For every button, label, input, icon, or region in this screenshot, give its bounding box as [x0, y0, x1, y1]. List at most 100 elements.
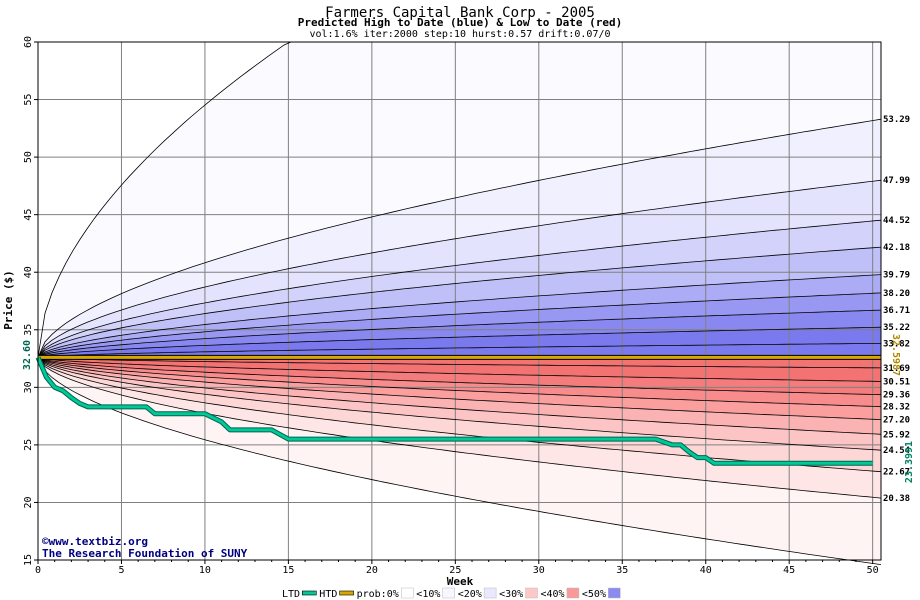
low-band-fill [38, 357, 881, 382]
low-band-fill [38, 357, 881, 368]
band-end-label: 27.20 [883, 416, 910, 426]
y-axis-label: Price ($) [2, 270, 15, 330]
high-band-fill [38, 247, 881, 358]
band-end-label: 39.79 [883, 271, 910, 281]
y-tick-label: 30 [23, 381, 34, 393]
high-band-fill [38, 310, 881, 358]
low-band-fill [38, 357, 881, 451]
start-price-label: 32.60 [22, 340, 33, 370]
legend-color-swatch [566, 587, 580, 599]
series [35, 354, 881, 466]
high-band-fill [38, 42, 881, 358]
high-band-fill [38, 119, 881, 358]
y-tick-label: 45 [23, 209, 34, 221]
legend-label: <40% [541, 589, 565, 600]
high-band-fill [38, 327, 881, 358]
band-end-label: 31.69 [883, 364, 910, 374]
legend-label: <10% [416, 589, 440, 600]
legend-label: <30% [499, 589, 523, 600]
x-axis-label: Week [447, 575, 474, 588]
low-band-fill [38, 357, 881, 565]
band-boundary-line [37, 357, 882, 435]
band-end-label: 35.22 [883, 323, 910, 333]
band-boundary-line [37, 179, 882, 358]
y-tick-label: 40 [23, 266, 34, 278]
high-band-fill [38, 343, 881, 358]
probability-bands [38, 42, 881, 565]
y-tick-label: 35 [23, 324, 34, 336]
legend: LTD HTD prob:0% <10% <20% <30% <40% <50% [282, 587, 621, 600]
band-boundary-line [37, 357, 882, 382]
band-end-label: 53.29 [883, 115, 910, 125]
band-end-label: 29.36 [883, 391, 910, 401]
x-tick-label: 50 [867, 565, 879, 576]
band-boundary-line [37, 118, 882, 358]
simulation-params: vol:1.6% iter:2000 step:10 hurst:0.57 dr… [309, 29, 610, 40]
x-tick-label: 0 [35, 565, 41, 576]
band-boundary-line [37, 274, 882, 358]
x-tick-label: 15 [282, 565, 294, 576]
y-axis-ticks: 15 20 25 30 35 40 45 50 55 60 [23, 36, 38, 566]
band-end-label: 47.99 [883, 176, 910, 186]
credit-site: ©www.textbiz.org [42, 535, 148, 548]
band-boundary-line [37, 219, 882, 358]
chart-subtitle: Predicted High to Date (blue) & Low to D… [298, 16, 623, 29]
low-band-fill [38, 357, 881, 420]
legend-color-swatch [525, 587, 538, 599]
grid [38, 42, 881, 560]
high-band-fill [38, 274, 881, 358]
legend-color-swatch [401, 587, 414, 599]
y-tick-label: 15 [23, 554, 34, 566]
band-boundary-line [37, 357, 882, 451]
legend-label: HTD [319, 589, 337, 600]
band-end-label: 33.82 [883, 339, 910, 349]
x-tick-label: 5 [118, 565, 124, 576]
x-tick-label: 45 [783, 565, 795, 576]
plot-frame [37, 41, 882, 561]
y-tick-label: 50 [23, 151, 34, 163]
credit-org: The Research Foundation of SUNY [42, 547, 248, 560]
band-boundary-line [37, 357, 882, 420]
band-boundary-line [37, 357, 882, 369]
high-band-fill [38, 220, 881, 358]
band-end-label: 25.92 [883, 430, 910, 440]
x-tick-label: 40 [700, 565, 712, 576]
band-end-label: 42.18 [883, 243, 910, 253]
band-end-label: 28.32 [883, 403, 910, 413]
band-boundary-line [37, 342, 881, 358]
legend-color-swatch [442, 587, 455, 599]
x-tick-label: 25 [449, 565, 461, 576]
y-tick-label: 25 [23, 439, 34, 451]
y-tick-label: 55 [23, 94, 34, 106]
band-end-label: 30.51 [883, 377, 910, 387]
high-band-fill [38, 180, 881, 358]
x-tick-label: 20 [366, 565, 378, 576]
low-band-fill [38, 357, 881, 499]
x-axis-ticks: 0 5 10 15 20 25 30 35 40 45 50 [35, 560, 879, 576]
chart-title: Farmers Capital Bank Corp - 2005 [325, 5, 595, 21]
x-tick-label: 35 [616, 565, 628, 576]
band-end-label: 20.38 [883, 494, 910, 504]
legend-line-swatch [339, 590, 354, 596]
y-tick-label: 60 [23, 36, 34, 48]
ltd-end-label: 23.3991 [904, 441, 915, 483]
legend-label: LTD [282, 589, 300, 600]
low-band-fill [38, 357, 881, 395]
low-band-fill [38, 357, 881, 435]
y-tick-label: 20 [23, 496, 34, 508]
band-boundary-line [37, 326, 882, 358]
x-tick-label: 10 [199, 565, 211, 576]
band-boundary-line [37, 357, 882, 499]
ltd-line [36, 356, 873, 465]
band-end-label: 44.52 [883, 216, 910, 226]
legend-color-swatch [608, 587, 621, 599]
band-boundary-line [37, 357, 882, 473]
band-boundary-line [37, 309, 882, 358]
band-end-label: 36.71 [883, 306, 910, 316]
band-end-label: 24.54 [883, 446, 911, 456]
band-boundary-line [37, 357, 882, 565]
legend-line-swatch [301, 590, 317, 596]
legend-color-swatch [483, 587, 497, 599]
low-band-fill [38, 357, 881, 407]
